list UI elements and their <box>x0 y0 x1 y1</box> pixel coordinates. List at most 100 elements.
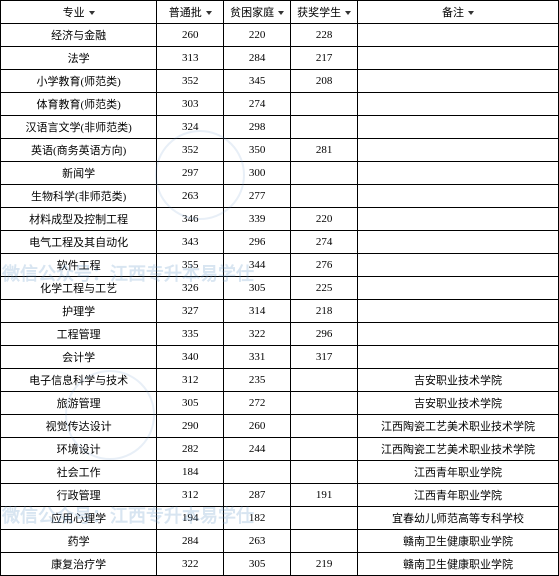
table-cell <box>291 530 358 553</box>
table-cell: 吉安职业技术学院 <box>358 369 559 392</box>
table-cell: 326 <box>157 277 224 300</box>
header-label: 获奖学生 <box>297 7 341 19</box>
table-cell: 182 <box>224 507 291 530</box>
table-cell: 345 <box>224 70 291 93</box>
table-row: 体育教育(师范类)303274 <box>1 93 559 116</box>
table-cell <box>291 116 358 139</box>
table-cell: 江西陶瓷工艺美术职业技术学院 <box>358 415 559 438</box>
table-cell: 康复治疗学 <box>1 553 157 576</box>
filter-icon[interactable] <box>278 11 284 15</box>
table-cell: 312 <box>157 484 224 507</box>
table-cell: 旅游管理 <box>1 392 157 415</box>
table-cell <box>358 323 559 346</box>
table-cell: 327 <box>157 300 224 323</box>
header-label: 普通批 <box>169 7 202 19</box>
table-cell: 263 <box>157 185 224 208</box>
table-cell: 335 <box>157 323 224 346</box>
table-cell: 282 <box>157 438 224 461</box>
table-cell: 应用心理学 <box>1 507 157 530</box>
admission-scores-table: 专业 普通批 贫困家庭 获奖学生 备注 经济与金融260220228法学3132… <box>0 0 559 576</box>
filter-icon[interactable] <box>345 11 351 15</box>
table-cell: 235 <box>224 369 291 392</box>
table-cell: 194 <box>157 507 224 530</box>
table-cell: 汉语言文学(非师范类) <box>1 116 157 139</box>
table-cell: 吉安职业技术学院 <box>358 392 559 415</box>
table-cell: 355 <box>157 254 224 277</box>
table-cell: 社会工作 <box>1 461 157 484</box>
table-cell: 219 <box>291 553 358 576</box>
table-cell <box>358 116 559 139</box>
table-cell: 217 <box>291 47 358 70</box>
table-cell <box>358 185 559 208</box>
table-cell: 英语(商务英语方向) <box>1 139 157 162</box>
table-cell <box>358 208 559 231</box>
table-cell: 小学教育(师范类) <box>1 70 157 93</box>
table-cell: 经济与金融 <box>1 24 157 47</box>
table-cell <box>358 47 559 70</box>
table-cell: 191 <box>291 484 358 507</box>
table-cell: 284 <box>224 47 291 70</box>
table-cell <box>358 277 559 300</box>
table-row: 药学284263赣南卫生健康职业学院 <box>1 530 559 553</box>
table-row: 会计学340331317 <box>1 346 559 369</box>
header-poor[interactable]: 贫困家庭 <box>224 1 291 24</box>
header-remark[interactable]: 备注 <box>358 1 559 24</box>
table-cell <box>358 70 559 93</box>
table-header-row: 专业 普通批 贫困家庭 获奖学生 备注 <box>1 1 559 24</box>
table-row: 视觉传达设计290260江西陶瓷工艺美术职业技术学院 <box>1 415 559 438</box>
table-row: 新闻学297300 <box>1 162 559 185</box>
header-label: 贫困家庭 <box>230 7 274 19</box>
table-row: 行政管理312287191江西青年职业学院 <box>1 484 559 507</box>
table-cell <box>291 93 358 116</box>
table-cell: 视觉传达设计 <box>1 415 157 438</box>
table-cell: 260 <box>157 24 224 47</box>
table-cell <box>358 231 559 254</box>
table-cell: 赣南卫生健康职业学院 <box>358 530 559 553</box>
table-row: 软件工程355344276 <box>1 254 559 277</box>
table-cell: 环境设计 <box>1 438 157 461</box>
table-cell: 江西青年职业学院 <box>358 484 559 507</box>
header-general[interactable]: 普通批 <box>157 1 224 24</box>
table-cell: 会计学 <box>1 346 157 369</box>
header-label: 备注 <box>442 7 464 19</box>
table-cell: 343 <box>157 231 224 254</box>
table-row: 材料成型及控制工程346339220 <box>1 208 559 231</box>
table-row: 环境设计282244江西陶瓷工艺美术职业技术学院 <box>1 438 559 461</box>
table-cell: 宜春幼儿师范高等专科学校 <box>358 507 559 530</box>
table-row: 英语(商务英语方向)352350281 <box>1 139 559 162</box>
table-cell: 340 <box>157 346 224 369</box>
table-cell: 317 <box>291 346 358 369</box>
table-cell <box>291 185 358 208</box>
table-cell: 274 <box>291 231 358 254</box>
table-cell: 324 <box>157 116 224 139</box>
table-cell <box>291 507 358 530</box>
table-row: 康复治疗学322305219赣南卫生健康职业学院 <box>1 553 559 576</box>
table-cell: 314 <box>224 300 291 323</box>
filter-icon[interactable] <box>206 11 212 15</box>
filter-icon[interactable] <box>89 11 95 15</box>
table-cell: 法学 <box>1 47 157 70</box>
table-cell: 346 <box>157 208 224 231</box>
table-cell: 331 <box>224 346 291 369</box>
table-cell: 305 <box>157 392 224 415</box>
table-cell: 软件工程 <box>1 254 157 277</box>
table-cell: 体育教育(师范类) <box>1 93 157 116</box>
table-cell <box>358 254 559 277</box>
table-cell: 江西青年职业学院 <box>358 461 559 484</box>
table-cell: 305 <box>224 553 291 576</box>
table-cell: 322 <box>224 323 291 346</box>
table-row: 电子信息科学与技术312235吉安职业技术学院 <box>1 369 559 392</box>
table-cell: 274 <box>224 93 291 116</box>
header-award[interactable]: 获奖学生 <box>291 1 358 24</box>
filter-icon[interactable] <box>468 11 474 15</box>
table-cell: 新闻学 <box>1 162 157 185</box>
table-cell: 284 <box>157 530 224 553</box>
table-cell <box>291 369 358 392</box>
table-cell: 护理学 <box>1 300 157 323</box>
table-cell: 赣南卫生健康职业学院 <box>358 553 559 576</box>
header-major[interactable]: 专业 <box>1 1 157 24</box>
table-cell: 218 <box>291 300 358 323</box>
table-cell: 298 <box>224 116 291 139</box>
table-row: 社会工作184江西青年职业学院 <box>1 461 559 484</box>
table-cell <box>358 300 559 323</box>
